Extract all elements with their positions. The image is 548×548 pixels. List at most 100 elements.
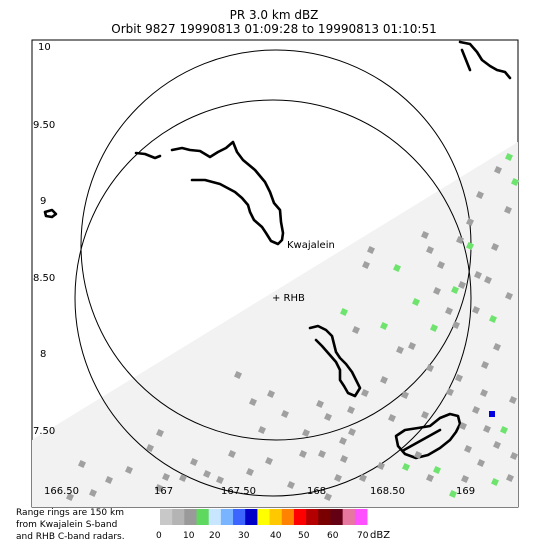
reflectivity-pixel	[234, 371, 242, 379]
reflectivity-pixel	[494, 166, 502, 174]
reflectivity-pixel	[491, 243, 499, 251]
reflectivity-pixel	[347, 406, 355, 414]
reflectivity-pixel	[408, 342, 416, 350]
color-bar-swatch	[220, 509, 234, 525]
color-bar-swatch	[257, 509, 271, 525]
reflectivity-pixel	[426, 364, 434, 372]
color-bar-tick-label: 60	[327, 531, 339, 541]
reflectivity-pixel	[287, 481, 295, 489]
reflectivity-pixel	[445, 307, 453, 315]
color-bar-swatch	[354, 509, 368, 525]
lon-tick-label: 167.50	[221, 486, 256, 497]
color-bar-swatch	[269, 509, 283, 525]
reflectivity-pixel	[483, 425, 491, 433]
northern-atoll-coastline	[458, 40, 512, 80]
dbz-color-bar-ticks: 0 10 20 30 40 50 60 70	[156, 531, 369, 541]
pr-swath-coverage	[32, 142, 518, 507]
reflectivity-pixel	[334, 474, 342, 482]
lat-tick-label: 8.50	[33, 273, 55, 284]
rhb-label: + RHB	[272, 293, 305, 304]
lon-tick-label: 169	[456, 486, 475, 497]
reflectivity-pixel	[339, 437, 347, 445]
reflectivity-pixel	[451, 286, 459, 294]
reflectivity-pixels	[66, 153, 519, 501]
reflectivity-pixel	[179, 474, 187, 482]
reflectivity-pixel	[480, 389, 488, 397]
color-bar-tick-label: 70	[357, 531, 369, 541]
reflectivity-pixel	[493, 343, 501, 351]
reflectivity-pixel	[216, 476, 224, 484]
color-bar-swatch	[208, 509, 222, 525]
color-bar-tick-label: 50	[298, 531, 310, 541]
reflectivity-pixel	[388, 414, 396, 422]
reflectivity-pixel	[401, 391, 409, 399]
reflectivity-pixel	[461, 475, 469, 483]
reflectivity-pixel	[362, 261, 370, 269]
reflectivity-pixel	[66, 493, 74, 501]
reflectivity-pixel	[505, 153, 513, 161]
reflectivity-pixel	[348, 428, 356, 436]
lon-tick-label: 167	[154, 486, 173, 497]
reflectivity-pixel	[472, 306, 480, 314]
reflectivity-pixel	[472, 406, 480, 414]
reflectivity-pixel	[466, 218, 474, 226]
color-bar-swatch	[281, 509, 295, 525]
lon-tick-label: 168.50	[370, 486, 405, 497]
reflectivity-pixel	[380, 376, 388, 384]
central-atoll-coastline	[308, 324, 362, 398]
color-bar-tick-label: 20	[209, 531, 221, 541]
color-bar-swatch	[160, 509, 173, 525]
reflectivity-pixel	[510, 452, 518, 460]
reflectivity-pixel	[456, 236, 464, 244]
map-subtitle: Orbit 9827 19990813 01:09:28 to 19990813…	[111, 22, 436, 36]
reflectivity-pixel	[380, 322, 388, 330]
reflectivity-pixel	[426, 474, 434, 482]
color-bar-swatch	[318, 509, 331, 525]
reflectivity-pixel	[489, 315, 497, 323]
color-bar-tick-label: 0	[156, 531, 162, 541]
reflectivity-pixel	[491, 478, 499, 486]
color-bar-swatch	[306, 509, 319, 525]
reflectivity-pixel	[481, 361, 489, 369]
color-bar-swatch	[172, 509, 185, 525]
western-islet-coastline	[43, 208, 58, 219]
reflectivity-pixel	[249, 398, 257, 406]
reflectivity-pixel	[361, 389, 369, 397]
range-ring-note: Range rings are 150 km from Kwajalein S-…	[16, 508, 125, 542]
reflectivity-pixel	[489, 411, 495, 417]
reflectivity-pixel	[421, 231, 429, 239]
reflectivity-pixel	[493, 441, 501, 449]
reflectivity-pixel	[324, 413, 332, 421]
reflectivity-pixel	[433, 287, 441, 295]
reflectivity-pixel	[402, 463, 410, 471]
reflectivity-pixel	[412, 298, 420, 306]
reflectivity-pixel	[437, 261, 445, 269]
reflectivity-pixel	[430, 324, 438, 332]
reflectivity-pixel	[125, 466, 133, 474]
lat-tick-label: 7.50	[33, 426, 55, 437]
reflectivity-pixel	[359, 474, 367, 482]
reflectivity-pixel	[509, 396, 517, 404]
reflectivity-pixel	[504, 206, 512, 214]
reflectivity-pixel	[396, 346, 404, 354]
reflectivity-pixel	[324, 493, 332, 501]
reflectivity-pixel	[377, 462, 385, 470]
reflectivity-pixel	[433, 466, 441, 474]
reflectivity-pixel	[476, 191, 484, 199]
reflectivity-pixel	[500, 426, 508, 434]
rhb-range-ring	[74, 99, 472, 497]
lat-tick-label: 9.50	[33, 120, 55, 131]
lat-tick-label: 10	[38, 42, 51, 53]
reflectivity-pixel	[318, 450, 326, 458]
map-title: PR 3.0 km dBZ	[230, 8, 319, 22]
reflectivity-pixel	[281, 410, 289, 418]
range-ring-note-line: Range rings are 150 km	[16, 508, 124, 518]
reflectivity-pixel	[228, 450, 236, 458]
reflectivity-pixel	[474, 271, 482, 279]
longitude-axis: 166.50 167 167.50 168 168.50 169	[44, 486, 475, 497]
color-bar-swatch	[184, 509, 198, 525]
range-ring-note-line: from Kwajalein S-band	[16, 520, 117, 530]
reflectivity-pixel	[265, 457, 273, 465]
reflectivity-pixel	[78, 460, 86, 468]
